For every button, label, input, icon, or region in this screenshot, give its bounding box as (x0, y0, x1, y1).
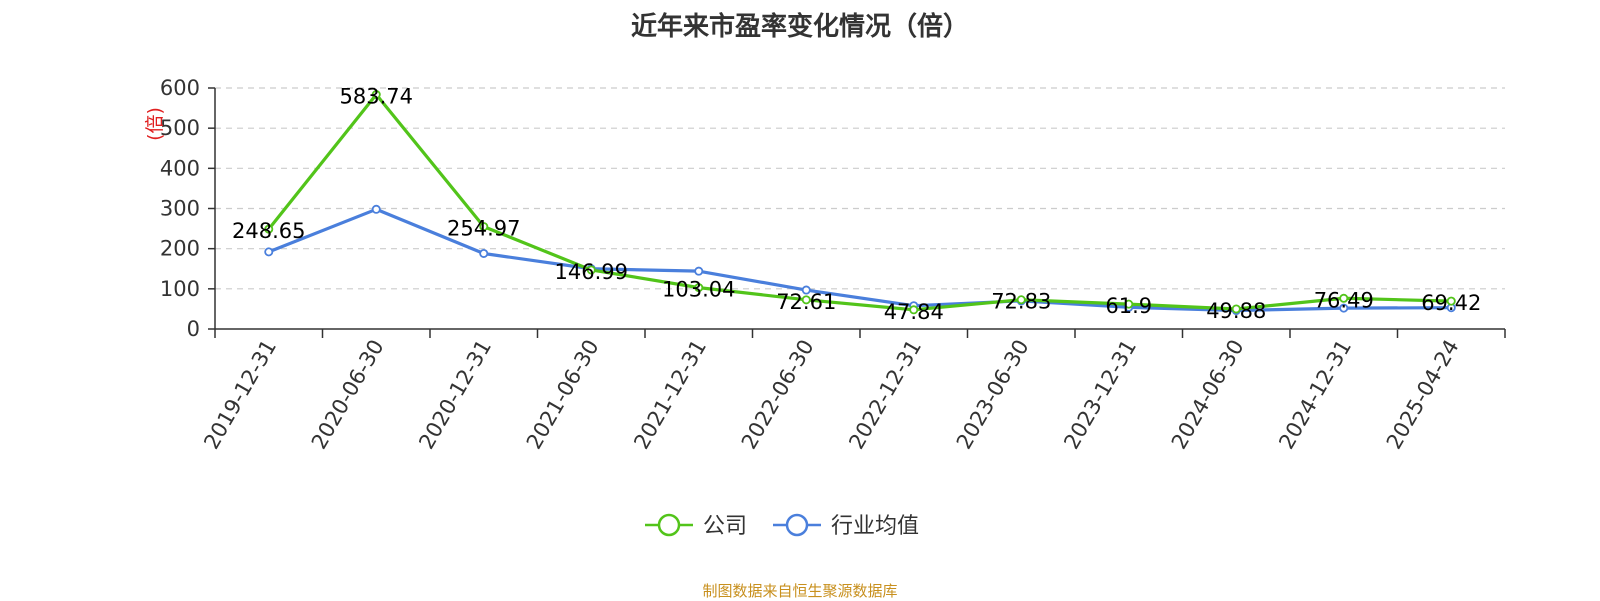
series-point (371, 90, 381, 100)
series-point (1016, 295, 1026, 305)
data-label: 146.99 (555, 260, 628, 284)
series-point (801, 285, 811, 295)
data-label: 49.88 (1206, 299, 1266, 323)
series-point (1124, 299, 1134, 309)
series-lines (264, 90, 1456, 316)
axes (208, 87, 1506, 338)
y-tick-label: 100 (160, 277, 200, 301)
y-tick-label: 0 (187, 317, 200, 341)
series-point (479, 222, 489, 232)
x-tick-label: 2021-06-30 (522, 336, 604, 454)
x-tick-label: 2025-04-24 (1382, 336, 1464, 454)
data-label: 76.49 (1314, 288, 1374, 312)
chart-title: 近年来市盈率变化情况（倍） (630, 12, 969, 42)
series-point (1231, 304, 1241, 314)
x-tick-label: 2024-06-30 (1167, 336, 1249, 454)
y-tick-label: 600 (160, 76, 200, 100)
series-line (268, 207, 1452, 313)
series-point (1339, 293, 1349, 303)
grid-lines (215, 87, 1505, 290)
series-point (1446, 296, 1456, 306)
y-tick-label: 300 (160, 197, 200, 221)
legend: 公司 行业均值 (645, 513, 919, 539)
data-source-note: 制图数据来自恒生聚源数据库 (702, 582, 898, 600)
x-tick-label: 2019-12-31 (199, 336, 281, 454)
data-label: 61.9 (1105, 294, 1152, 318)
series-point (909, 305, 919, 315)
legend-label: 行业均值 (831, 514, 919, 539)
data-label: 69.42 (1421, 291, 1481, 315)
y-axis-unit-label: (倍) (144, 107, 166, 141)
legend-marker (657, 513, 681, 537)
legend-marker (785, 513, 809, 537)
data-label: 103.04 (662, 278, 735, 302)
series-point (1339, 303, 1349, 313)
data-label: 254.97 (447, 217, 520, 241)
y-tick-label: 400 (160, 156, 200, 180)
y-tick-label: 200 (160, 237, 200, 261)
x-tick-labels: 2019-12-31 2020-06-30 2020-12-31 2021-06-30… (199, 336, 1463, 454)
x-tick-label: 2023-06-30 (952, 336, 1034, 454)
y-tick-label: 500 (160, 116, 200, 140)
series-point (694, 283, 704, 293)
x-tick-label: 2021-12-31 (629, 336, 711, 454)
series-line (267, 92, 1452, 312)
series-point (479, 248, 489, 258)
data-label: 583.74 (340, 85, 413, 109)
series-point (371, 204, 381, 214)
data-label: 72.83 (991, 290, 1051, 314)
series-point (264, 247, 274, 257)
x-tick-label: 2022-12-31 (844, 336, 926, 454)
data-label: 47.84 (884, 300, 944, 324)
data-labels: 248.65 583.74 254.97 146.99 103.04 72.61 47.84… (232, 85, 1481, 324)
x-tick-label: 2023-12-31 (1059, 336, 1141, 454)
series-point (801, 295, 811, 305)
series-point (586, 265, 596, 275)
data-label: 72.61 (776, 290, 836, 314)
series-point (694, 266, 704, 276)
x-tick-label: 2020-12-31 (414, 336, 496, 454)
legend-label: 公司 (703, 514, 747, 539)
x-tick-label: 2022-06-30 (737, 336, 819, 454)
y-tick-labels: 0 100 200 300 400 500 600 (160, 76, 200, 341)
data-label: 248.65 (232, 219, 305, 243)
x-tick-label: 2024-12-31 (1274, 336, 1356, 454)
x-tick-label: 2020-06-30 (307, 336, 389, 454)
series-point (264, 224, 274, 234)
